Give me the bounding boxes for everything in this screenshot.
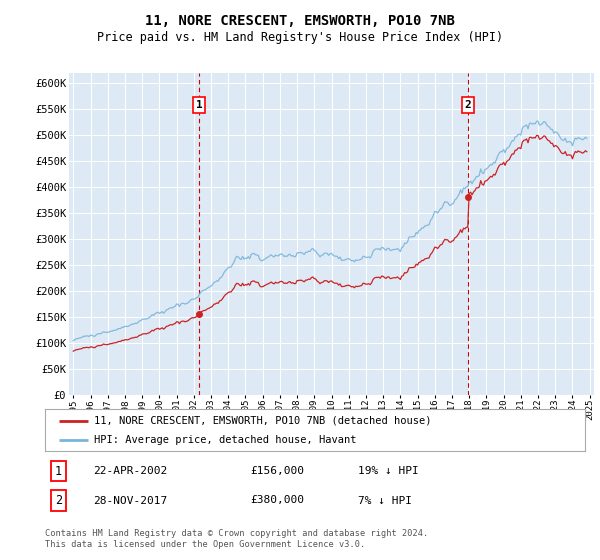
Text: Price paid vs. HM Land Registry's House Price Index (HPI): Price paid vs. HM Land Registry's House …	[97, 31, 503, 44]
Text: 1: 1	[196, 100, 202, 110]
Text: 7% ↓ HPI: 7% ↓ HPI	[358, 496, 412, 506]
Text: HPI: Average price, detached house, Havant: HPI: Average price, detached house, Hava…	[94, 435, 356, 445]
Text: £156,000: £156,000	[250, 466, 304, 476]
Text: Contains HM Land Registry data © Crown copyright and database right 2024.
This d: Contains HM Land Registry data © Crown c…	[45, 529, 428, 549]
Text: 19% ↓ HPI: 19% ↓ HPI	[358, 466, 419, 476]
Text: £380,000: £380,000	[250, 496, 304, 506]
Text: 22-APR-2002: 22-APR-2002	[94, 466, 168, 476]
Text: 1: 1	[55, 465, 62, 478]
Text: 2: 2	[464, 100, 471, 110]
Text: 11, NORE CRESCENT, EMSWORTH, PO10 7NB: 11, NORE CRESCENT, EMSWORTH, PO10 7NB	[145, 14, 455, 28]
Text: 11, NORE CRESCENT, EMSWORTH, PO10 7NB (detached house): 11, NORE CRESCENT, EMSWORTH, PO10 7NB (d…	[94, 416, 431, 426]
Text: 28-NOV-2017: 28-NOV-2017	[94, 496, 168, 506]
Text: 2: 2	[55, 494, 62, 507]
